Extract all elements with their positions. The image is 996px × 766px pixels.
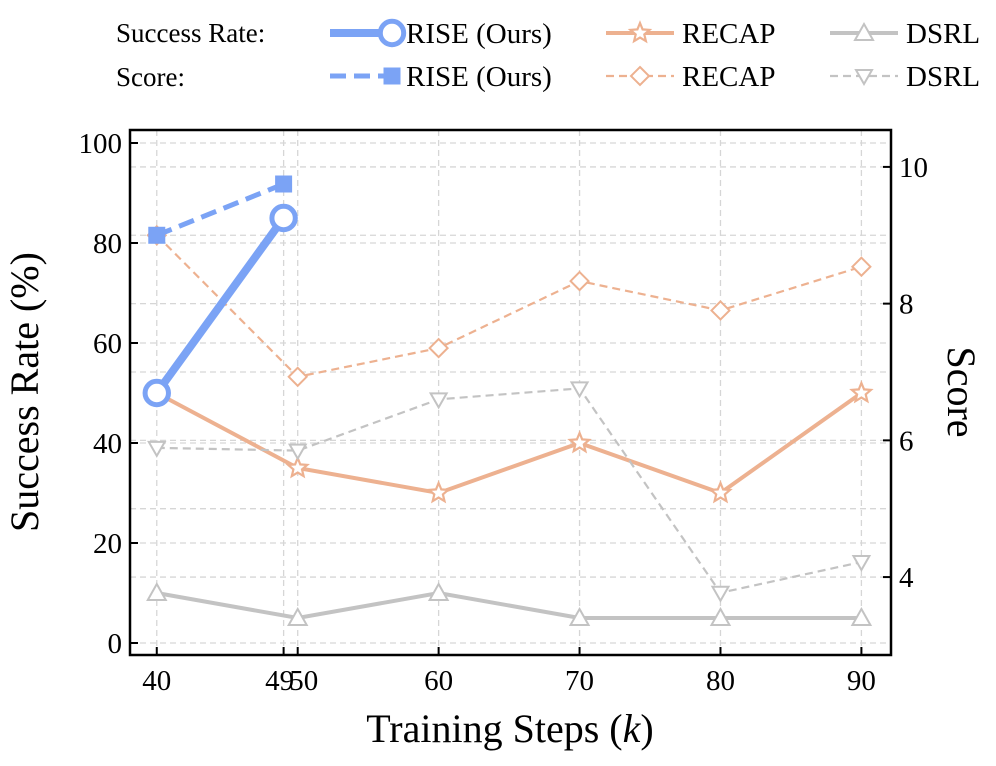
legend-label: RISE (Ours): [406, 61, 552, 93]
x-tick-label: 40: [142, 665, 171, 697]
marker-triangle-down: [147, 440, 167, 458]
marker-star: [708, 480, 733, 504]
marker-triangle-up: [568, 606, 591, 626]
marker-triangle-down: [569, 381, 590, 399]
marker-circle: [142, 378, 171, 408]
grid: [130, 130, 891, 655]
series-line: [156, 387, 862, 595]
marker-triangle-down: [851, 555, 872, 573]
y2-tick-label: 8: [899, 289, 914, 321]
series-dsrlsuccess-rate: [146, 581, 873, 626]
marker-circle: [377, 18, 407, 48]
legend-entry: RECAP: [606, 18, 775, 50]
y2-tick-label: 6: [899, 425, 914, 457]
legend-label: DSRL: [906, 61, 980, 93]
x-tick-label: 49: [265, 665, 294, 697]
legend-entry: DSRL: [830, 61, 980, 93]
marker-triangle-up: [427, 581, 450, 601]
marker-triangle-up: [853, 21, 875, 41]
legend: Success Rate: Score: RISE (Ours) RECAP DSR…: [116, 18, 980, 93]
marker-triangle-up: [709, 606, 732, 626]
marker-diamond: [629, 65, 651, 87]
y-tick-label: 20: [93, 528, 122, 560]
marker-diamond: [428, 337, 450, 359]
y-axis-label-left: Success Rate (%): [2, 252, 47, 532]
marker-star: [627, 20, 653, 44]
y-tick-label: 100: [79, 128, 123, 160]
y2-tick-label: 10: [899, 152, 928, 184]
series-line: [155, 234, 862, 378]
y-axis-label-right: Score: [939, 346, 984, 437]
legend-label: RECAP: [682, 18, 775, 50]
legend-label: RECAP: [682, 61, 775, 93]
y-tick-label: 60: [93, 328, 122, 360]
marker-square: [275, 175, 293, 193]
x-tick-label: 60: [424, 665, 453, 697]
x-tick-label: 70: [565, 665, 594, 697]
marker-triangle-down: [710, 585, 731, 603]
y-tick-label: 80: [93, 228, 122, 260]
series-line: [153, 215, 287, 396]
marker-triangle-down: [428, 392, 449, 410]
series-recapsuccess-rate: [144, 380, 874, 504]
marker-diamond: [569, 270, 590, 292]
series-layer: [142, 175, 874, 626]
series-line: [155, 391, 863, 496]
y-tick-label: 40: [93, 428, 122, 460]
y-tick-label: 0: [108, 628, 123, 660]
legend-row-label-success-rate: Success Rate:: [116, 18, 265, 48]
marker-triangle-down: [287, 443, 308, 461]
x-tick-label: 80: [706, 665, 735, 697]
marker-triangle-down: [854, 69, 874, 87]
marker-star: [849, 380, 874, 404]
marker-diamond: [287, 366, 309, 388]
legend-entry: RISE (Ours): [330, 61, 552, 93]
series-line: [155, 181, 285, 238]
marker-circle: [269, 203, 298, 233]
marker-star: [426, 480, 451, 504]
legend-entry: RISE (Ours): [330, 18, 552, 50]
legend-row-label-score: Score:: [116, 62, 185, 92]
marker-square: [383, 67, 401, 85]
series-line: [156, 590, 862, 621]
marker-square: [148, 226, 166, 244]
series-dsrlscore: [147, 381, 872, 603]
series-rise-ours-success-rate: [142, 203, 298, 408]
marker-diamond: [710, 300, 731, 321]
legend-entry: RECAP: [606, 61, 775, 93]
marker-star: [567, 430, 592, 454]
legend-label: DSRL: [906, 18, 980, 50]
plot-frame: [128, 128, 893, 657]
x-tick-label: 50: [289, 665, 318, 697]
marker-triangle-up: [286, 606, 309, 626]
x-tick-label: 90: [847, 665, 876, 697]
legend-label: RISE (Ours): [406, 18, 552, 50]
y2-tick-label: 4: [899, 562, 914, 594]
legend-entry: DSRL: [830, 18, 980, 50]
marker-star: [285, 455, 310, 479]
series-rise-ours-score: [148, 175, 293, 244]
x-axis-label: Training Steps (k): [366, 706, 653, 751]
marker-triangle-up: [146, 581, 168, 601]
marker-triangle-up: [850, 606, 873, 626]
marker-diamond: [850, 256, 872, 278]
